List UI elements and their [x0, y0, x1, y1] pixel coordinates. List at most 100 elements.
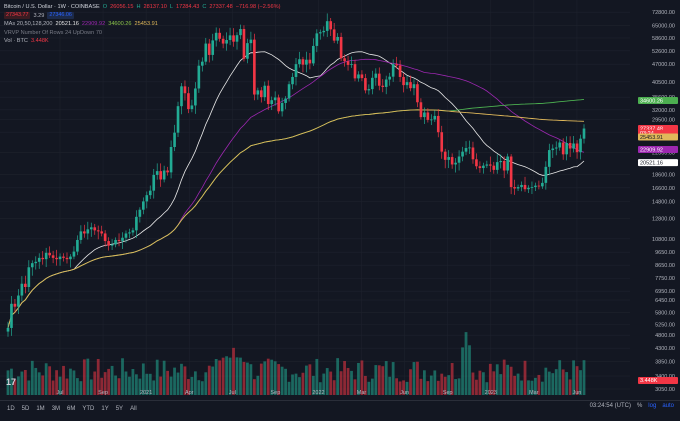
time-tick-label: Sep: [443, 390, 453, 396]
volume-bar: [461, 347, 464, 395]
candle-body: [454, 162, 457, 165]
volume-bar: [502, 359, 506, 395]
candle-body: [253, 39, 256, 95]
candle-body: [72, 251, 76, 257]
volume-bar: [169, 376, 173, 395]
candle-body: [51, 255, 55, 258]
price-tick-label: 3050.00: [655, 387, 675, 393]
volume-bar: [225, 356, 228, 395]
volume-bar: [454, 379, 458, 395]
tf-6m[interactable]: 6M: [67, 406, 76, 412]
volume-bar: [558, 360, 562, 395]
volume-bar: [357, 362, 360, 395]
candle-body: [187, 93, 190, 110]
volume-bar: [384, 361, 388, 395]
volume-bar: [246, 362, 249, 395]
candle-body: [305, 59, 308, 65]
tf-3m[interactable]: 3M: [51, 406, 61, 412]
volume-bar: [509, 366, 513, 395]
price-tick-label: 22300.00: [652, 151, 675, 157]
volume-bar: [134, 374, 138, 395]
time-tick-label: Jul: [56, 390, 63, 396]
candle-body: [388, 76, 392, 80]
candle-body: [242, 28, 246, 59]
candle-body: [409, 82, 412, 89]
candle-body: [450, 157, 454, 165]
tf-1m[interactable]: 1M: [36, 406, 45, 412]
price-tick-label: 18600.00: [652, 172, 675, 178]
tf-1d[interactable]: 1D: [7, 406, 15, 412]
volume-bar: [308, 364, 312, 395]
candle-body: [162, 170, 166, 180]
ma-legend-row[interactable]: MAs 20,50,128,200 20521.16 22909.92 3460…: [4, 20, 281, 29]
tf-5y[interactable]: 5Y: [115, 406, 124, 412]
volume-bar: [197, 380, 201, 395]
volume-bar: [100, 377, 104, 395]
candle-body: [166, 170, 169, 173]
volume-bar: [256, 375, 260, 395]
volume-bar: [235, 357, 239, 395]
ask-box[interactable]: 27346.06: [47, 12, 74, 20]
candle-body: [530, 187, 534, 188]
candle-body: [86, 229, 90, 234]
candle-body: [457, 156, 461, 163]
price-tick-label: 58600.00: [652, 36, 675, 42]
utc-clock[interactable]: 03:24:54 (UTC): [589, 403, 631, 409]
price-tick-label: 5250.00: [655, 323, 675, 329]
candle-body: [364, 78, 367, 91]
volume-bar: [155, 359, 159, 395]
price-tick-label: 16600.00: [652, 186, 675, 192]
candle-body: [308, 59, 312, 64]
ma128-line: [7, 98, 585, 329]
tradingview-logo[interactable]: 17: [6, 377, 17, 387]
percent-toggle[interactable]: %: [636, 403, 643, 409]
tf-1y[interactable]: 1Y: [101, 406, 109, 412]
candle-body: [312, 45, 315, 64]
tf-all[interactable]: All: [130, 406, 137, 412]
price-tick-label: 6450.00: [655, 298, 675, 304]
candle-body: [96, 230, 100, 232]
ma200-value: 25453.91: [134, 21, 158, 27]
volume-label: Vol · BTC: [4, 38, 28, 44]
bid-box[interactable]: 27343.77: [4, 12, 31, 20]
candle-body: [332, 29, 336, 41]
ohlc-high-label: H: [136, 4, 141, 10]
volume-bar: [409, 369, 412, 395]
tf-ytd[interactable]: YTD: [82, 406, 95, 412]
candle-body: [10, 303, 13, 328]
volume-bar: [353, 379, 357, 395]
volume-bar: [145, 373, 149, 395]
candle-body: [27, 267, 31, 287]
volume-bar: [266, 358, 270, 395]
candle-body: [89, 227, 93, 230]
candle-body: [322, 30, 326, 33]
candle-body: [259, 90, 263, 98]
auto-toggle[interactable]: auto: [662, 403, 674, 409]
volume-bar: [402, 380, 405, 395]
volume-bar: [69, 368, 72, 395]
candle-body: [69, 256, 72, 260]
volume-bar: [346, 368, 350, 395]
price-badge-label: 27337.48: [640, 127, 663, 133]
candle-body: [475, 159, 478, 167]
ma200-line: [7, 109, 585, 329]
volume-legend-row[interactable]: Vol · BTC 3.448K: [4, 37, 281, 46]
candle-body: [558, 142, 562, 148]
symbol-title[interactable]: Bitcoin / U.S. Dollar · 1W · COINBASE: [4, 4, 100, 10]
candle-body: [582, 128, 586, 139]
tf-5d[interactable]: 5D: [21, 406, 30, 412]
volume-bar: [412, 362, 416, 395]
candle-body: [207, 43, 211, 55]
vrvp-legend-row[interactable]: VRVP Number Of Rows 24 UpDown 70: [4, 29, 281, 38]
volume-bar: [523, 360, 527, 395]
volume-bar: [554, 369, 558, 395]
log-toggle[interactable]: log: [648, 403, 657, 409]
volume-bar: [55, 370, 58, 395]
price-tick-label: 5800.00: [655, 311, 675, 317]
volume-bar: [239, 357, 242, 395]
candle-body: [551, 148, 555, 151]
candle-body: [575, 143, 579, 153]
volume-bar: [405, 381, 409, 395]
